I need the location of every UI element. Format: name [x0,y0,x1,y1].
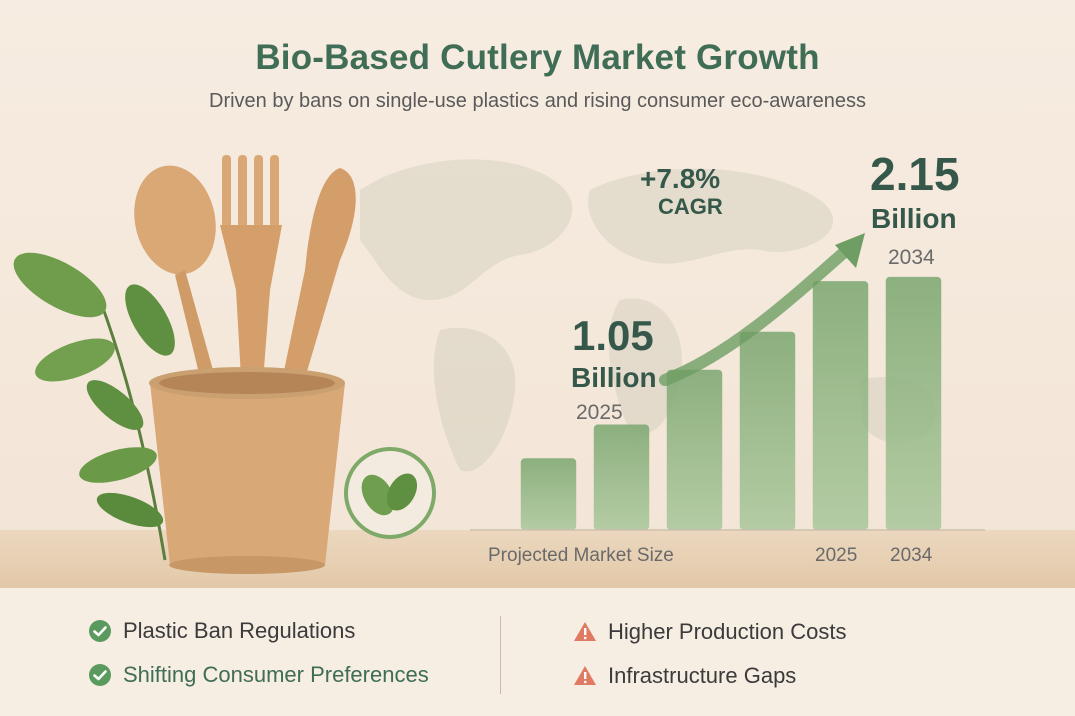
end-unit-label: Billion [871,203,957,234]
paper-cup-icon [149,367,345,574]
page-title: Bio-Based Cutlery Market Growth [255,38,820,77]
spoon-icon [134,165,220,398]
end-value-label: 2.15 [870,148,960,200]
cagr-value: +7.8% [640,163,721,194]
end-year-label: 2034 [888,246,935,269]
driver-item: Shifting Consumer Preferences [88,662,429,688]
chart-bar-3 [666,369,723,530]
warning-icon [574,622,596,641]
knife-icon [280,168,356,395]
driver-item: Plastic Ban Regulations [88,618,355,644]
challenge-item: Higher Production Costs [573,619,846,645]
chart-bar-4 [739,331,796,530]
check-circle-icon [89,664,111,686]
drivers-challenges-panel [0,588,1075,716]
chart-bar-2 [593,424,650,530]
x-axis-caption: Projected Market Size [488,545,674,566]
start-year-label: 2025 [576,401,623,424]
recycle-leaf-badge-icon [344,447,436,539]
chart-bar-5 [812,281,869,530]
chart-bar-6 [885,276,942,530]
challenge-label: Infrastructure Gaps [608,663,797,688]
chart-bar-1 [520,458,577,530]
panel-divider [500,616,501,694]
driver-label: Plastic Ban Regulations [123,618,356,643]
start-value-label: 1.05 [572,312,654,359]
fork-icon [220,155,282,395]
challenge-label: Higher Production Costs [608,619,847,644]
cutlery-cup-illustration [13,155,436,574]
trend-arrow-icon [659,233,865,386]
driver-label: Shifting Consumer Preferences [123,662,429,687]
cagr-label: CAGR [658,194,723,219]
leaf-sprig-icon [13,252,175,561]
challenge-item: Infrastructure Gaps [573,663,796,689]
page-subtitle: Driven by bans on single-use plastics an… [209,90,866,112]
x-tick-label-2025: 2025 [815,545,858,566]
x-tick-label-2034: 2034 [890,545,933,566]
start-unit-label: Billion [571,362,657,393]
check-circle-icon [89,620,111,642]
warning-icon [574,666,596,685]
